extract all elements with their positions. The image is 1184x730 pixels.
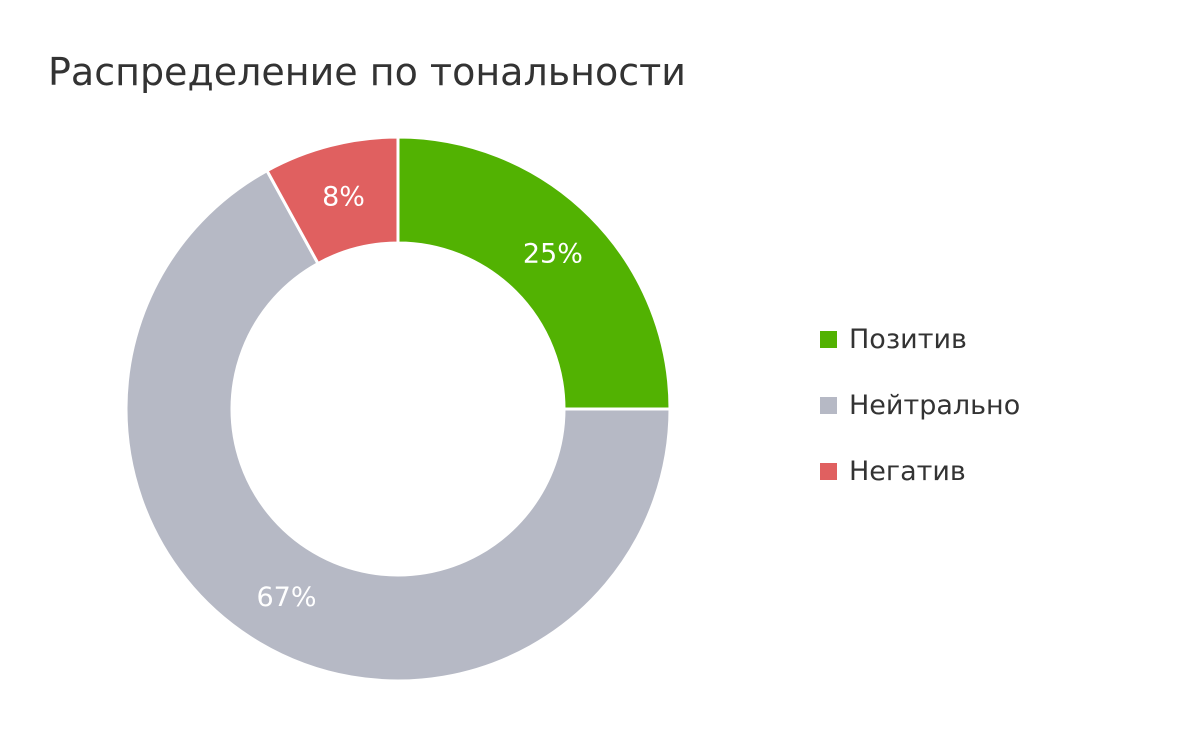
slice-label-neutral: 67% xyxy=(257,582,317,613)
legend-label-positive: Позитив xyxy=(849,323,967,355)
legend-item-negative[interactable]: Негатив xyxy=(820,454,1020,488)
legend-label-negative: Негатив xyxy=(849,455,966,487)
slice-label-positive: 25% xyxy=(523,239,583,270)
slice-neutral[interactable] xyxy=(124,168,672,683)
slice-label-negative: 8% xyxy=(322,181,365,212)
legend-label-neutral: Нейтрально xyxy=(849,389,1021,421)
legend-swatch-positive xyxy=(820,330,837,348)
legend-item-neutral[interactable]: Нейтрально xyxy=(820,388,1020,422)
chart-title: Распределение по тональности xyxy=(48,50,686,94)
slice-negative[interactable] xyxy=(264,135,400,266)
slice-positive[interactable] xyxy=(396,135,672,411)
legend-item-positive[interactable]: Позитив xyxy=(820,322,1020,356)
legend: Позитив Нейтрально Негатив xyxy=(820,322,1020,520)
legend-swatch-neutral xyxy=(820,396,837,414)
legend-swatch-negative xyxy=(820,462,837,480)
